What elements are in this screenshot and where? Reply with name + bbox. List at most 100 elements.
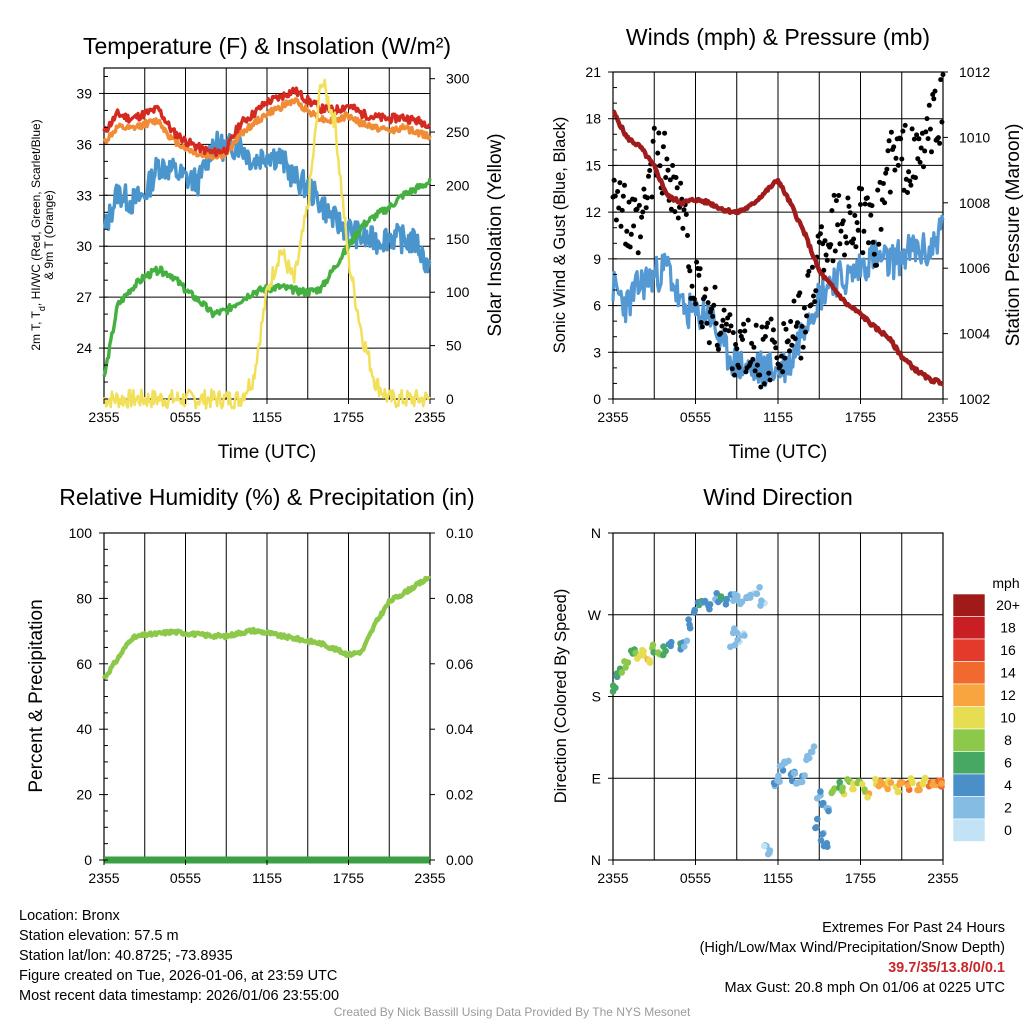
direction-point — [705, 602, 712, 609]
gust-point — [693, 301, 698, 307]
gust-point — [770, 327, 776, 333]
gust-point — [886, 138, 892, 144]
gust-point — [685, 233, 690, 238]
gust-point — [651, 125, 657, 131]
gust-point — [907, 178, 913, 184]
direction-point — [757, 602, 764, 609]
winds-panel-title: Winds (mph) & Pressure (mb) — [626, 24, 930, 50]
gust-point — [828, 242, 834, 248]
gust-point — [799, 323, 805, 329]
gust-point — [923, 129, 929, 135]
gust-point — [768, 316, 774, 322]
x-tick-label: 1755 — [333, 409, 364, 425]
y2-tick-label: 50 — [446, 338, 462, 354]
gust-point — [774, 355, 780, 361]
gust-point — [628, 231, 634, 237]
gust-point — [729, 366, 735, 372]
solar-insolation-line — [103, 78, 432, 410]
direction-point — [609, 682, 617, 689]
gust-point — [766, 370, 772, 376]
direction-point — [838, 787, 846, 795]
gust-point — [915, 156, 921, 162]
y-tick-label: 80 — [76, 590, 92, 606]
humidity-panel-title: Relative Humidity (%) & Precipitation (i… — [59, 484, 474, 510]
gust-point — [718, 330, 724, 336]
direction-point — [774, 777, 781, 784]
gust-point — [783, 326, 789, 332]
gust-point — [687, 268, 693, 274]
gust-point — [913, 175, 918, 181]
temperature-tick-labels: 2355 0555 1155 1755 2355 24 27 30 33 36 39 0 50 100 15… — [76, 71, 469, 425]
gust-point — [656, 130, 662, 136]
wind-direction-points — [609, 584, 945, 858]
temp-9m-line — [102, 97, 432, 161]
direction-point — [639, 646, 646, 654]
direction-point — [723, 595, 730, 603]
x-tick-label: 1155 — [252, 409, 282, 425]
gust-point — [902, 122, 908, 128]
colorbar-swatch — [952, 593, 986, 617]
gust-point — [938, 77, 944, 83]
gust-point — [750, 356, 756, 362]
gust-point — [636, 202, 642, 208]
gust-point — [728, 323, 734, 329]
direction-point — [858, 780, 866, 788]
gust-point — [812, 299, 818, 305]
y-tick-label: 100 — [69, 525, 93, 541]
temperature-x-axis-label: Time (UTC) — [218, 442, 317, 463]
station-location: Location: Bronx — [19, 908, 120, 924]
gust-point — [927, 126, 933, 132]
x-tick-label: 2355 — [414, 870, 445, 886]
direction-point — [766, 849, 773, 857]
gust-point — [859, 186, 865, 192]
winds-gridlines — [613, 72, 943, 399]
direction-point — [735, 597, 743, 605]
gust-point — [878, 226, 884, 232]
gust-point — [727, 312, 733, 318]
x-tick-label: 1155 — [763, 870, 793, 886]
max-gust: Max Gust: 20.8 mph On 01/06 at 0225 UTC — [724, 980, 1005, 996]
gust-point — [855, 227, 861, 233]
gust-point — [835, 222, 841, 228]
gust-point — [710, 313, 716, 319]
y-tick-label: 18 — [585, 111, 601, 127]
direction-point — [624, 659, 632, 666]
colorbar-swatch — [952, 796, 986, 820]
colorbar-label: 14 — [1000, 665, 1016, 681]
humidity-y-axis-label: Percent & Precipitation — [26, 599, 47, 792]
gust-point — [883, 170, 889, 176]
gust-point — [851, 236, 857, 242]
colorbar-label: 10 — [1000, 710, 1016, 726]
y2-tick-label: 1012 — [959, 64, 990, 80]
y2-tick-label: 250 — [446, 124, 470, 140]
x-tick-label: 1155 — [252, 870, 282, 886]
x-tick-label: 2355 — [88, 870, 119, 886]
x-tick-label: 1155 — [763, 409, 793, 425]
gust-point — [797, 290, 803, 296]
x-tick-label: 0555 — [170, 409, 201, 425]
gust-point — [721, 307, 727, 313]
colorbar-label: 0 — [1004, 822, 1012, 838]
direction-point — [683, 637, 691, 645]
gust-point — [858, 202, 863, 207]
gust-point — [759, 324, 765, 330]
colorbar-swatch — [952, 773, 986, 797]
direction-point — [776, 762, 784, 770]
gust-point — [773, 345, 779, 351]
gust-point — [868, 212, 874, 218]
temperature-y-axis-label: 2m T, Td, HI/WC (Red, Green, Scarlet/Blu… — [29, 119, 56, 350]
gust-point — [838, 228, 844, 234]
winds-panel: Winds (mph) & Pressure (mb) 2355 0555 1155… — [551, 24, 1024, 463]
direction-point — [909, 779, 916, 787]
x-tick-label: 1755 — [845, 870, 876, 886]
gust-point — [765, 320, 771, 326]
colorbar-label: 12 — [1000, 687, 1016, 703]
gust-point — [683, 212, 689, 217]
gust-point — [646, 173, 651, 179]
gust-point — [626, 199, 632, 205]
x-tick-label: 0555 — [680, 870, 711, 886]
gust-point — [655, 150, 661, 156]
gust-point — [891, 144, 897, 150]
gust-point — [831, 192, 837, 198]
gust-point — [798, 355, 804, 361]
